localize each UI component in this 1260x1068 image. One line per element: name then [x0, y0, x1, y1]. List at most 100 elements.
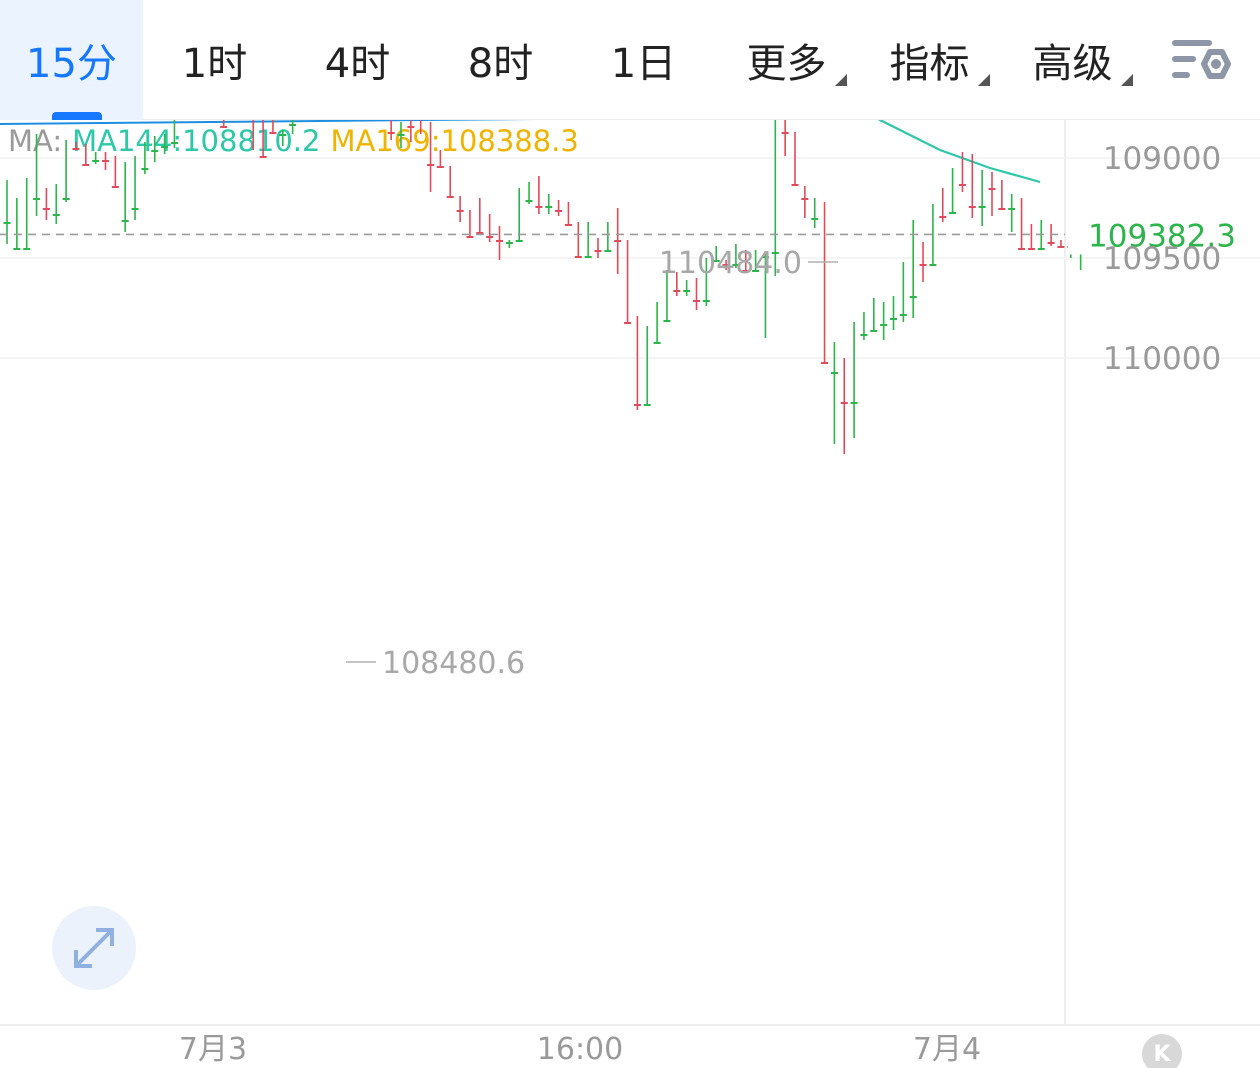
candle-body	[555, 210, 563, 212]
candle	[486, 214, 494, 242]
candle	[850, 322, 858, 438]
candle-body	[476, 232, 484, 234]
candle-body	[653, 342, 661, 344]
candle-body	[840, 402, 848, 404]
candle-body	[141, 168, 149, 170]
candle-body	[545, 206, 553, 208]
tab-label: 指标	[889, 41, 970, 87]
expand-chart-button[interactable]	[52, 906, 136, 990]
candle	[505, 240, 513, 248]
candle-body	[722, 264, 730, 266]
candle	[161, 134, 169, 154]
tab-4hour[interactable]: 4时	[286, 0, 429, 120]
tab-label: 更多	[746, 41, 827, 87]
collapse-left-icon: K	[1153, 1041, 1171, 1067]
candle-body	[801, 198, 809, 200]
candle	[427, 122, 435, 192]
candle-body	[1008, 208, 1016, 210]
candle	[584, 222, 592, 258]
candle	[968, 154, 976, 218]
candle-body	[259, 156, 267, 158]
ma-legend-label: MA:	[8, 124, 63, 158]
candle	[1008, 194, 1016, 232]
tab-label: 高级	[1032, 41, 1113, 87]
candle-body	[387, 132, 395, 134]
candle	[702, 258, 710, 306]
candle-body	[1057, 246, 1065, 248]
candle-body	[151, 150, 159, 152]
tab-15min[interactable]: 15分	[0, 0, 143, 120]
tab-1day[interactable]: 1日	[572, 0, 715, 120]
candle	[633, 316, 641, 410]
candle-body	[811, 218, 819, 220]
chart-settings-icon[interactable]	[1168, 34, 1232, 90]
candle-body	[781, 132, 789, 134]
candle-body	[594, 250, 602, 252]
candle-body	[456, 210, 464, 212]
tab-more[interactable]: 更多	[715, 0, 858, 120]
candle	[397, 122, 405, 148]
low-price-marker: 108480.6	[382, 646, 525, 681]
candle-body	[771, 252, 779, 254]
candle	[92, 152, 100, 164]
candle	[72, 142, 80, 150]
candle	[949, 168, 957, 214]
candle-body	[161, 146, 169, 148]
tab-8hour[interactable]: 8时	[429, 0, 572, 120]
candle	[82, 144, 90, 166]
dropdown-caret-icon	[835, 74, 847, 86]
y-tick-label: 109500	[1103, 241, 1221, 277]
tab-indicators[interactable]: 指标	[858, 0, 1001, 120]
candle-body	[170, 142, 178, 144]
ma144-value: MA144:108810.2	[72, 124, 321, 158]
ma-legend: MA: MA144:108810.2 MA169:108388.3	[8, 124, 589, 158]
candle-body	[564, 224, 572, 226]
candle-body	[752, 270, 760, 272]
candle	[62, 140, 70, 202]
tab-1hour[interactable]: 1时	[143, 0, 286, 120]
y-tick-label: 110000	[1103, 341, 1221, 377]
candle	[860, 312, 868, 340]
timeframe-tabbar: 15分 1时 4时 8时 1日 更多 指标 高级	[0, 0, 1260, 120]
candle-body	[761, 256, 769, 258]
y-tick-label: 109000	[1103, 141, 1221, 177]
candle-body	[633, 404, 641, 406]
candle	[752, 250, 760, 272]
candle	[476, 198, 484, 234]
candle-body	[72, 148, 80, 150]
candle	[289, 120, 297, 134]
candle-body	[673, 290, 681, 292]
candlestick-chart[interactable]: 109382.3 110484.0 108480.6 110000 109500 109…	[0, 120, 1260, 1068]
candle-body	[909, 296, 917, 298]
candle-body	[1018, 248, 1026, 250]
candle	[102, 152, 109, 170]
tab-advanced[interactable]: 高级	[1001, 0, 1144, 120]
candle-body	[742, 270, 750, 272]
candle	[131, 156, 139, 220]
candle	[515, 188, 523, 242]
candle	[170, 120, 178, 148]
candle-body	[496, 240, 503, 242]
candle-body	[988, 188, 996, 190]
candle-body	[702, 300, 710, 302]
candle-body	[929, 264, 937, 266]
candle	[23, 178, 31, 250]
candle	[259, 120, 267, 158]
candle	[141, 142, 149, 174]
ma169-value: MA169:108388.3	[330, 124, 579, 158]
candle-body	[82, 164, 90, 166]
candle	[840, 358, 848, 454]
scroll-to-latest-button[interactable]: K	[1142, 1034, 1182, 1068]
candle	[870, 298, 878, 332]
candle-body	[791, 184, 799, 186]
candle-body	[870, 330, 878, 332]
candle-body	[102, 160, 109, 162]
candle	[781, 120, 789, 156]
candle-body	[466, 236, 474, 238]
candle	[564, 202, 572, 226]
candle-body	[998, 208, 1006, 210]
candle	[1018, 198, 1026, 250]
candle-body	[397, 134, 405, 136]
candle-body	[604, 250, 612, 252]
candle-body	[289, 124, 297, 126]
